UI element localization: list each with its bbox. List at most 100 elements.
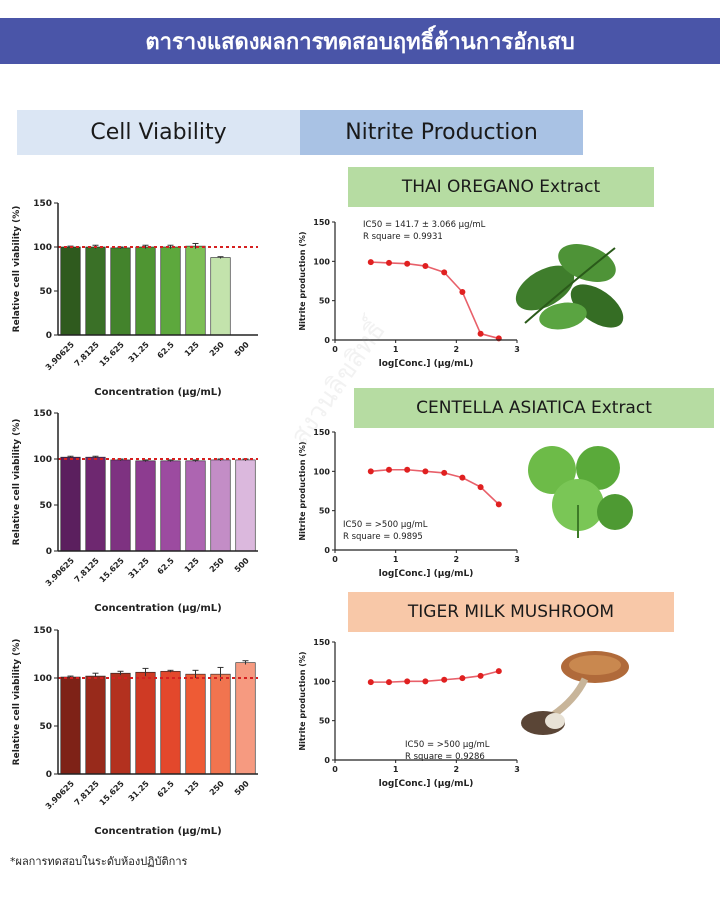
data-point [422,468,429,475]
y-tick-label: 0 [324,546,330,555]
data-point [385,259,392,266]
x-tick-label: 500 [233,779,251,797]
x-tick-label: 3.90625 [44,556,76,588]
y-tick-label: 150 [33,626,52,636]
y-tick-label: 150 [33,409,52,419]
y-tick-label: 100 [33,243,52,253]
column-header-nitrite-production: Nitrite Production [300,110,583,155]
x-tick-label: 7.8125 [73,779,101,807]
x-tick-label: 31.25 [127,340,152,365]
y-tick-label: 0 [324,336,330,345]
ic50-annotation: IC50 = >500 µg/mL [405,740,490,750]
data-point [459,474,466,481]
centella-nitrite-chart: 0 50 100 150 0 1 2 3 Nitrite production (%) log[C… [298,428,520,579]
data-point [495,668,502,675]
bar [85,675,106,775]
page-title: ตารางแสดงผลการทดสอบฤทธิ์ต้านการอักเสบ [145,29,575,55]
data-point [441,676,448,683]
x-tick-label: 250 [208,779,226,797]
y-tick-label: 50 [319,507,331,516]
x-tick-label: 2 [454,555,460,564]
fit-curve [370,468,500,505]
data-point [404,466,411,473]
x-tick-label: 3.90625 [44,340,76,372]
x-tick-label: 1 [393,555,399,564]
x-tick-label: 3 [514,555,520,564]
x-tick-label: 15.625 [98,340,126,368]
y-tick-label: 150 [33,199,52,209]
x-tick-label: 500 [233,556,251,574]
extract-name: THAI OREGANO Extract [401,177,601,197]
centella-leaves-icon [528,446,633,538]
ic50-annotation: R square = 0.9895 [343,532,423,542]
data-point [367,679,374,686]
y-tick-label: 150 [313,638,330,647]
data-point [385,679,392,686]
y-tick-label: 100 [33,455,52,465]
bar [210,257,231,336]
bar [85,246,106,336]
x-axis-label: log[Conc.] (µg/mL) [379,569,474,579]
bar [110,672,131,775]
bar [135,460,156,552]
ic50-annotation: IC50 = 141.7 ± 3.066 µg/mL [363,220,486,230]
y-axis-label: Nitrite production (%) [298,441,307,540]
oregano-leaves-icon [515,244,624,330]
data-point [459,289,466,296]
data-point [495,501,502,508]
data-point [459,675,466,682]
x-axis-label: log[Conc.] (µg/mL) [379,779,474,789]
y-tick-label: 0 [46,547,52,557]
data-point [477,484,484,491]
x-tick-label: 250 [208,556,226,574]
x-tick-label: 62.5 [156,556,177,577]
extract-label-centella: CENTELLA ASIATICA Extract [354,388,714,428]
y-tick-label: 50 [39,722,52,732]
bar [185,460,206,552]
y-axis-label: Nitrite production (%) [298,651,307,750]
x-axis-label: Concentration (µg/mL) [94,603,221,614]
mushroom-nitrite-chart: 0 50 100 150 0 1 2 3 Nitrite production (%) log[C… [298,638,520,789]
x-axis-label: Concentration (µg/mL) [94,387,221,398]
y-tick-label: 150 [313,218,330,227]
fit-curve [370,261,500,340]
x-tick-label: 0 [332,345,338,354]
x-tick-label: 250 [208,340,226,358]
x-tick-label: 125 [183,556,201,574]
x-tick-label: 7.8125 [73,340,101,368]
y-tick-label: 50 [319,297,331,306]
bar [135,671,156,775]
bar [160,460,181,552]
bar [60,456,81,552]
x-axis-label: Concentration (µg/mL) [94,826,221,837]
data-point [404,260,411,267]
y-axis-label: Nitrite production (%) [298,231,307,330]
x-tick-label: 500 [233,340,251,358]
bar [110,247,131,336]
extract-name: CENTELLA ASIATICA Extract [416,398,652,418]
y-tick-label: 50 [39,501,52,511]
x-tick-label: 125 [183,779,201,797]
x-tick-label: 2 [454,345,460,354]
page-title-banner: ตารางแสดงผลการทดสอบฤทธิ์ต้านการอักเสบ [0,18,720,64]
extract-label-oregano: THAI OREGANO Extract [348,167,654,207]
bar [235,662,256,775]
fit-curve [370,670,500,683]
mushroom-icon [521,651,629,735]
bar [60,676,81,775]
data-point [422,678,429,685]
y-tick-label: 0 [324,756,330,765]
x-tick-label: 1 [393,765,399,774]
x-tick-label: 0 [332,765,338,774]
bar [210,673,231,775]
extract-name: TIGER MILK MUSHROOM [407,602,615,622]
x-tick-label: 62.5 [156,340,177,361]
x-tick-label: 15.625 [98,556,126,584]
bar [110,459,131,552]
ic50-annotation: R square = 0.9931 [363,232,443,242]
x-tick-label: 1 [393,345,399,354]
data-point [404,678,411,685]
x-tick-label: 125 [183,340,201,358]
